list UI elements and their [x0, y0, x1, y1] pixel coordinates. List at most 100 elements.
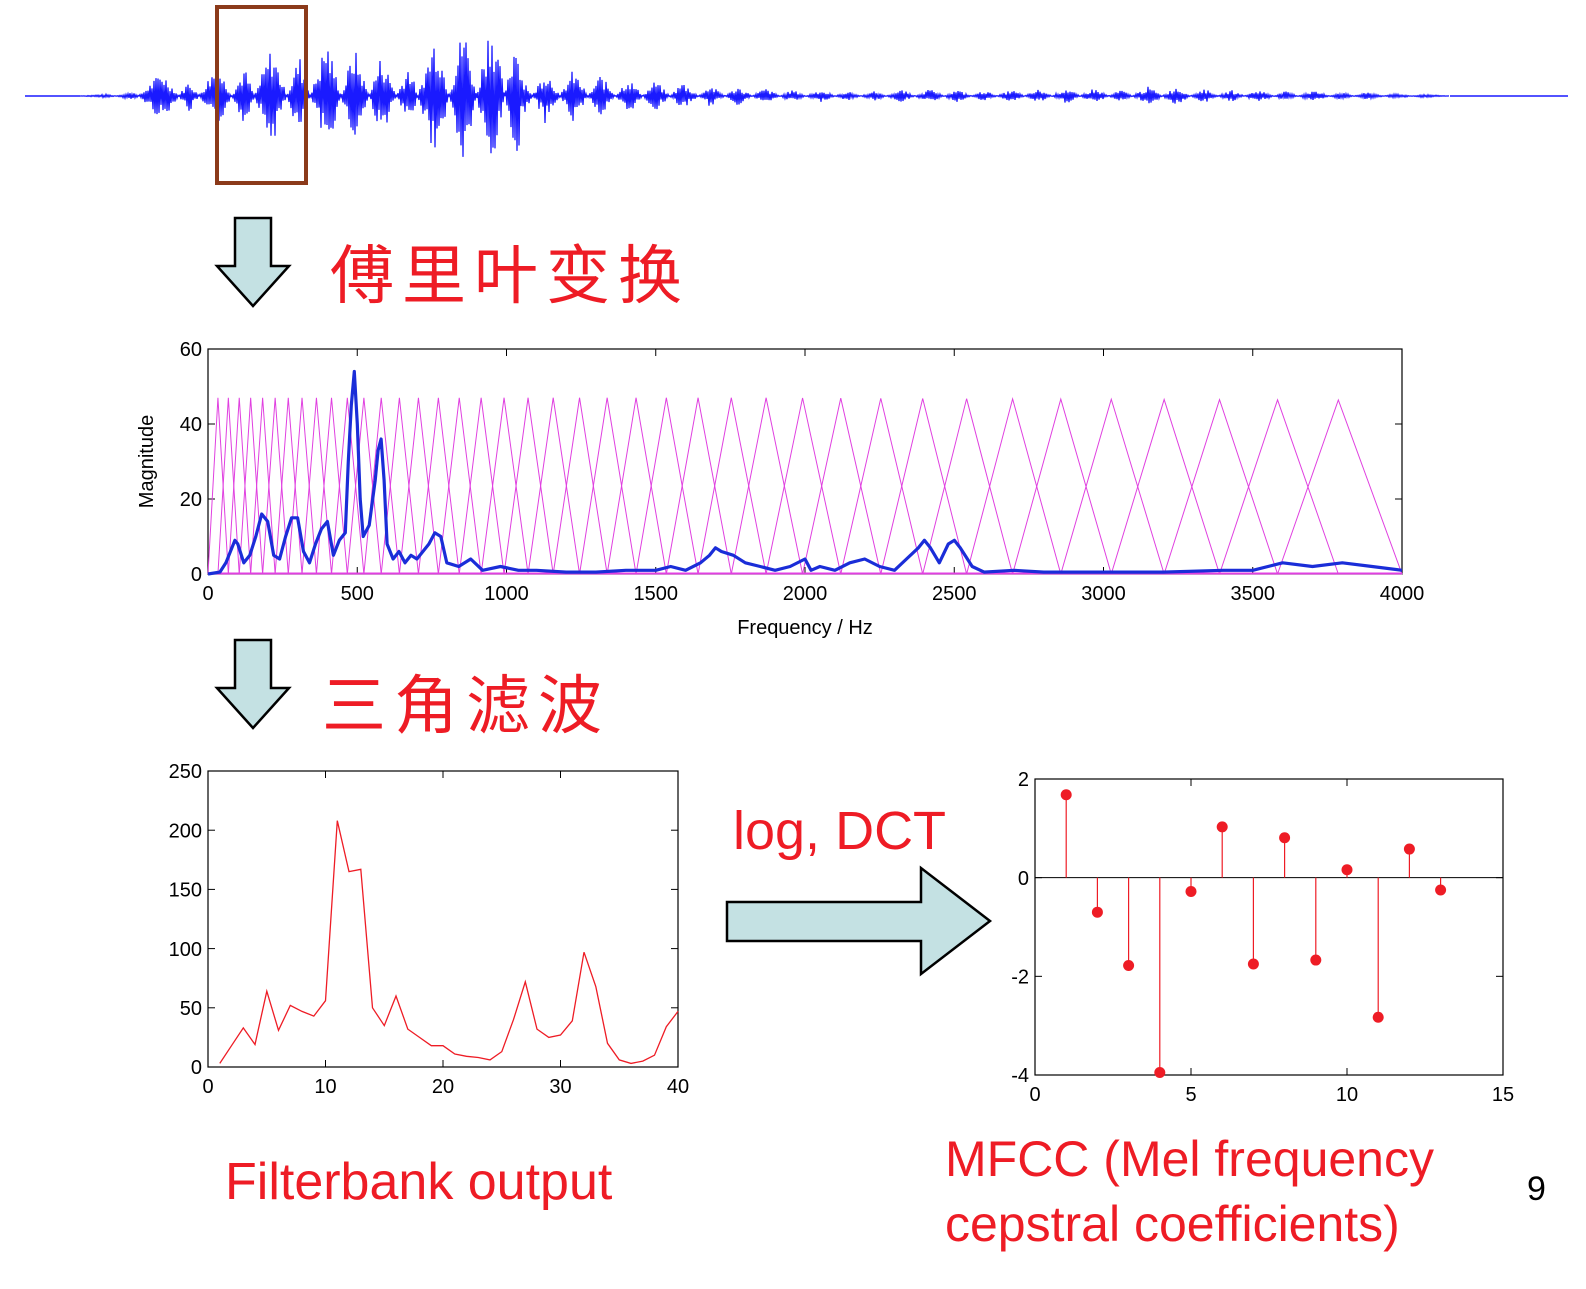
mel-filter-triangle	[552, 397, 608, 575]
mfcc-point	[1216, 821, 1228, 833]
triangle-filter-label: 三角滤波	[322, 670, 610, 744]
plot-frame	[1034, 778, 1504, 1076]
mel-filter-triangle	[922, 398, 1014, 575]
filterbank-output-chart: 0 10 20 30 40 0 50 100 150 200 250	[169, 761, 690, 1098]
mel-filter-triangle	[217, 397, 240, 575]
x-tick-label: 3000	[1081, 583, 1126, 605]
mel-filter-triangle	[730, 397, 804, 575]
mfcc-point	[1310, 954, 1322, 966]
mel-filter-triangle	[437, 397, 482, 575]
x-tick-label: 0	[202, 583, 213, 605]
x-tick-label: 2000	[783, 583, 828, 605]
mel-filter-triangle	[880, 398, 968, 575]
mel-filter-triangle	[802, 398, 882, 575]
mel-filter-triangle	[238, 397, 264, 575]
mel-filter-triangle	[1060, 397, 1165, 575]
y-tick-label: 0	[1018, 868, 1029, 890]
x-tick-label: 1500	[634, 583, 679, 605]
mel-filter-triangle	[331, 397, 365, 575]
mfcc-point	[1247, 958, 1259, 970]
mel-filter-triangle	[363, 397, 400, 575]
x-tick-label: 0	[202, 1076, 213, 1098]
x-tick-label: 1000	[484, 583, 529, 605]
mfcc-label-line1: MFCC (Mel frequency	[945, 1131, 1434, 1187]
mel-filter-triangle	[274, 397, 303, 575]
filterbank-output-label: Filterbank output	[225, 1153, 613, 1211]
mel-filter-triangle	[346, 397, 382, 575]
y-tick-label: 200	[169, 820, 202, 842]
x-tick-label: 5	[1185, 1084, 1196, 1106]
mel-filter-triangle	[1110, 397, 1221, 575]
x-tick-label: 3500	[1231, 583, 1276, 605]
mfcc-stem-chart: 0 5 10 15 -4 -2 0 2	[1011, 769, 1514, 1106]
x-tick-label: 0	[1029, 1084, 1040, 1106]
mel-filter-triangle	[417, 397, 460, 575]
mfcc-point	[1060, 789, 1072, 801]
mel-filter-triangle	[665, 397, 732, 575]
mfcc-point	[1403, 843, 1415, 855]
x-tick-label: 20	[432, 1076, 454, 1098]
analysis-window-box	[215, 5, 308, 185]
x-tick-label: 4000	[1380, 583, 1425, 605]
y-tick-label: 250	[169, 761, 202, 783]
mel-filter-triangle	[527, 397, 581, 575]
mel-filter-triangle	[840, 398, 924, 575]
mel-filter-triangle	[966, 396, 1062, 575]
down-arrow-triangle	[214, 638, 292, 730]
y-tick-label: 0	[191, 564, 202, 586]
mfcc-point	[1154, 1067, 1166, 1079]
x-tick-label: 10	[314, 1076, 336, 1098]
y-tick-label: -4	[1011, 1065, 1029, 1087]
y-tick-label: 100	[169, 939, 202, 961]
x-tick-label: 500	[341, 583, 374, 605]
mfcc-point	[1091, 906, 1103, 918]
x-tick-label: 10	[1336, 1084, 1358, 1106]
mel-filter-triangle	[579, 397, 637, 575]
y-tick-label: 50	[180, 998, 202, 1020]
x-tick-label: 40	[667, 1076, 689, 1098]
waveform-trace	[80, 40, 1450, 157]
mfcc-point	[1185, 885, 1197, 897]
mel-filter-triangle	[458, 397, 505, 575]
mfcc-point	[1123, 959, 1135, 971]
fourier-transform-label: 傅里叶变换	[330, 240, 690, 314]
x-tick-label: 30	[549, 1076, 571, 1098]
page-number: 9	[1527, 1170, 1546, 1208]
mel-filter-triangle	[301, 397, 333, 575]
mel-filter-triangle	[697, 397, 767, 575]
mel-filter-triangle	[503, 397, 554, 575]
mfcc-label-line2: cepstral coefficients)	[945, 1196, 1400, 1252]
mfcc-point	[1341, 864, 1353, 876]
filterbank-energy-line	[219, 820, 679, 1065]
y-tick-label: 20	[180, 489, 202, 511]
log-dct-label: log, DCT	[733, 801, 947, 861]
speech-waveform	[25, 5, 1568, 185]
spectrum-chart: 0 500 1000 1500 2000 2500 3000 3500 4000 0 20 40 60 F…	[136, 339, 1424, 639]
mfcc-point	[1372, 1011, 1384, 1023]
magnitude-spectrum-line	[207, 369, 1403, 576]
mel-filter-triangle	[1219, 398, 1339, 575]
y-tick-label: 0	[191, 1057, 202, 1079]
y-tick-label: 60	[180, 339, 202, 361]
mel-filter-triangle	[315, 397, 348, 575]
x-tick-label: 2500	[932, 583, 977, 605]
mel-filter-triangle	[606, 397, 667, 575]
mel-filter-triangle	[765, 397, 842, 575]
x-tick-label: 15	[1492, 1084, 1514, 1106]
mel-filter-triangle	[1012, 397, 1112, 575]
mel-filter-triangle	[1163, 398, 1279, 575]
y-tick-label: 40	[180, 414, 202, 436]
y-axis-label: Magnitude	[136, 415, 158, 508]
mel-filter-triangle	[480, 397, 529, 575]
mel-filter-triangle	[262, 397, 289, 575]
mel-filter-triangle	[398, 397, 439, 575]
y-tick-label: 2	[1018, 769, 1029, 791]
mfcc-point	[1279, 832, 1291, 844]
mel-filter-triangle	[250, 397, 276, 575]
right-arrow-log-dct	[725, 865, 993, 977]
mel-filter-triangle	[287, 397, 317, 575]
plot-frame	[207, 770, 679, 1068]
mel-filterbank-triangles	[207, 396, 1403, 575]
